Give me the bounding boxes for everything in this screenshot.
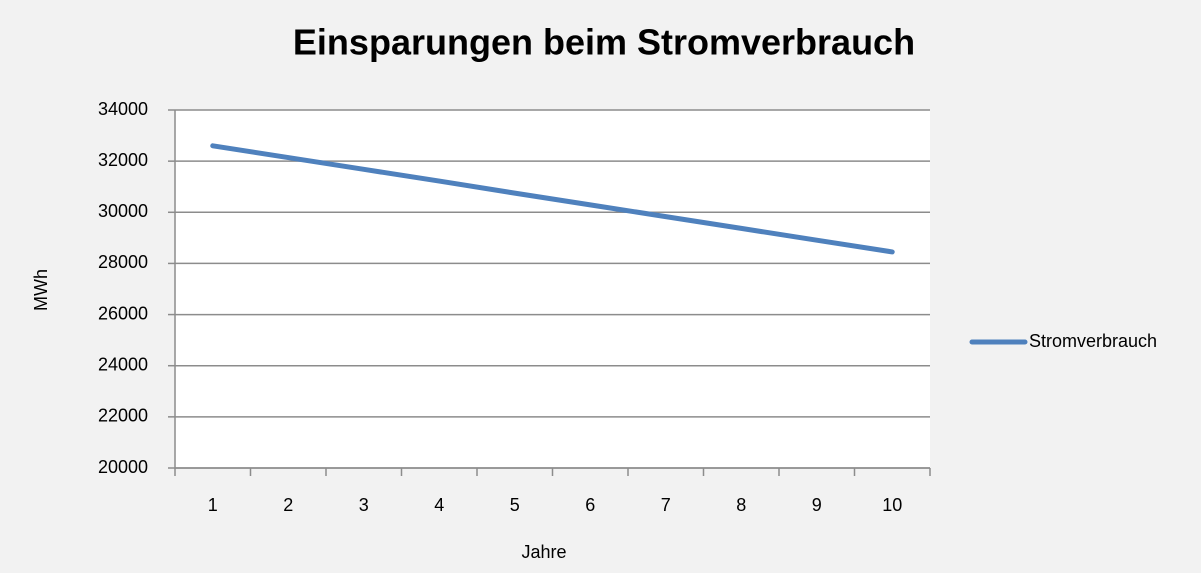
y-tick-label: 24000 [98,354,148,374]
y-tick-label: 32000 [98,150,148,170]
x-tick-label: 9 [812,495,822,515]
x-tick-label: 6 [585,495,595,515]
x-axis-label: Jahre [521,542,566,562]
x-tick-label: 4 [434,495,444,515]
x-tick-label: 8 [736,495,746,515]
line-series [210,143,895,255]
x-tick-label: 3 [359,495,369,515]
chart-title: Einsparungen beim Stromverbrauch [293,22,915,63]
x-tick-label: 7 [661,495,671,515]
legend-label: Stromverbrauch [1029,331,1157,351]
x-tick-label: 1 [208,495,218,515]
y-axis-label: MWh [31,269,51,311]
x-tick-label: 5 [510,495,520,515]
y-tick-label: 26000 [98,303,148,323]
y-tick-label: 20000 [98,457,148,477]
x-tick-label: 2 [283,495,293,515]
y-tick-label: 34000 [98,99,148,119]
y-tick-label: 30000 [98,201,148,221]
y-tick-label: 22000 [98,406,148,426]
plot-area [175,110,930,468]
y-tick-label: 28000 [98,252,148,272]
x-tick-label: 10 [882,495,902,515]
